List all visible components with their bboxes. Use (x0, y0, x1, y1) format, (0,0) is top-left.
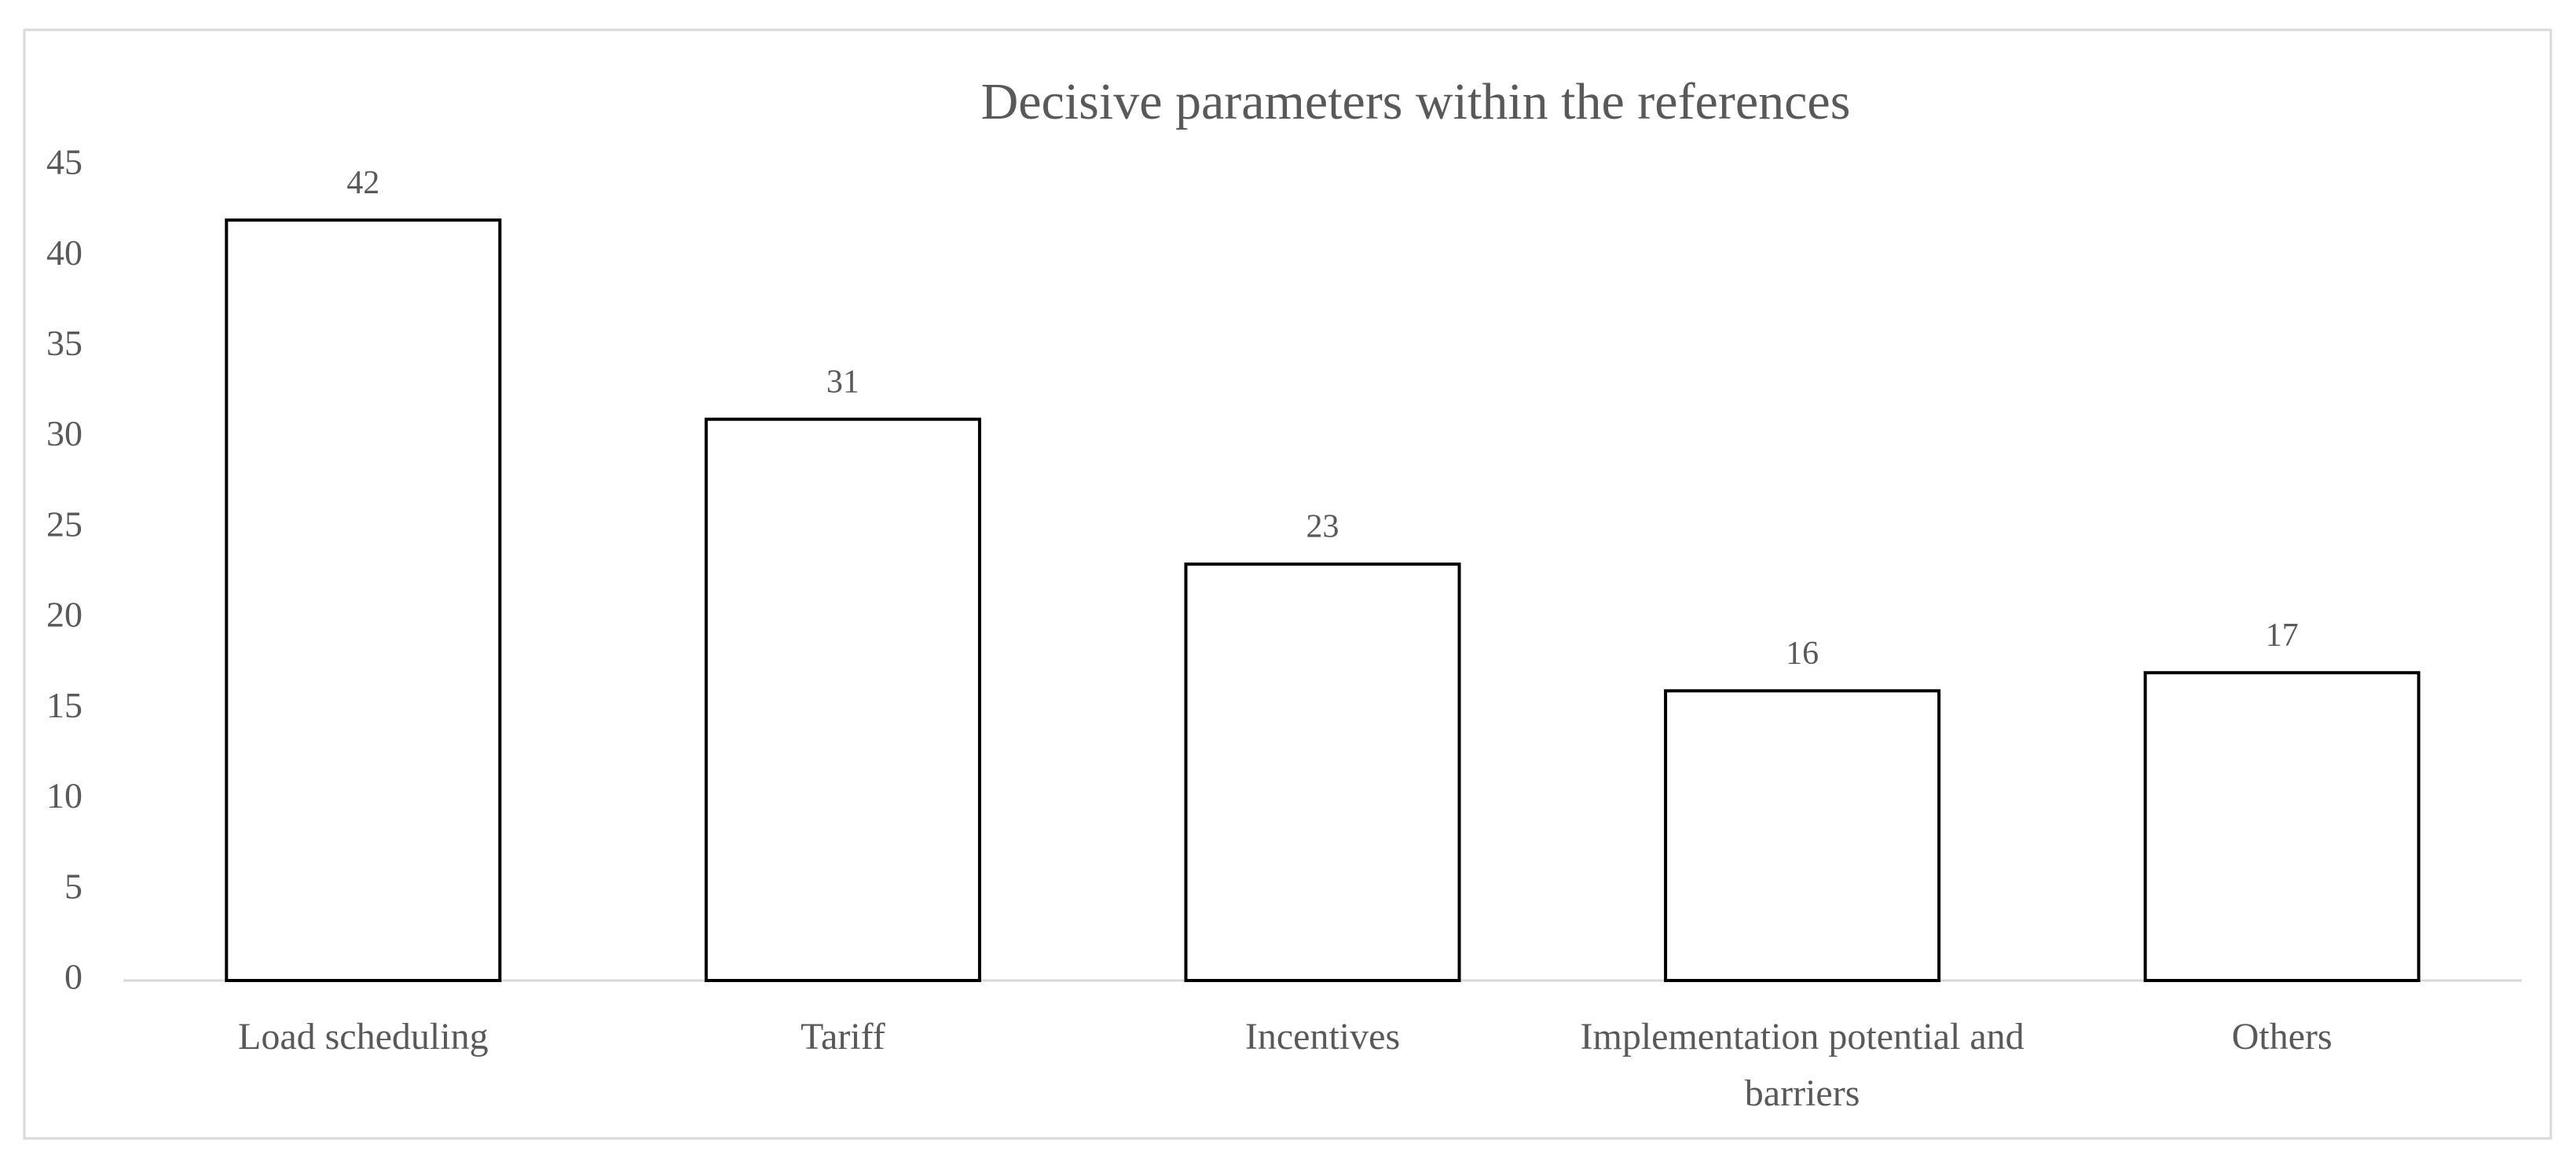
data-label: 16 (1786, 636, 1819, 672)
x-tick-label: Tariff (801, 1016, 885, 1058)
data-label: 42 (346, 165, 379, 201)
y-tick-label: 30 (46, 413, 82, 453)
x-tick-label: Incentives (1245, 1016, 1400, 1058)
y-tick-label: 20 (46, 595, 82, 635)
x-tick-label: Others (2232, 1016, 2332, 1058)
y-tick-label: 15 (46, 685, 82, 725)
x-tick-label: Load scheduling (238, 1016, 489, 1058)
y-tick-label: 35 (46, 323, 82, 363)
data-label: 17 (2266, 618, 2299, 654)
y-tick-label: 10 (46, 775, 82, 816)
y-tick-label: 0 (64, 957, 82, 997)
y-tick-label: 45 (46, 142, 82, 182)
y-tick-label: 5 (64, 866, 82, 906)
bar (1184, 562, 1461, 982)
y-tick-label: 25 (46, 504, 82, 544)
data-label: 31 (826, 364, 859, 400)
data-label: 23 (1306, 509, 1339, 545)
bar (2143, 671, 2420, 982)
x-tick-label: Implementation potential and barriers (1581, 1016, 2025, 1114)
bar (1664, 689, 1941, 982)
chart-title: Decisive parameters within the reference… (981, 73, 1851, 130)
y-tick-label: 40 (46, 233, 82, 273)
bar (704, 417, 981, 982)
bar (225, 218, 502, 982)
